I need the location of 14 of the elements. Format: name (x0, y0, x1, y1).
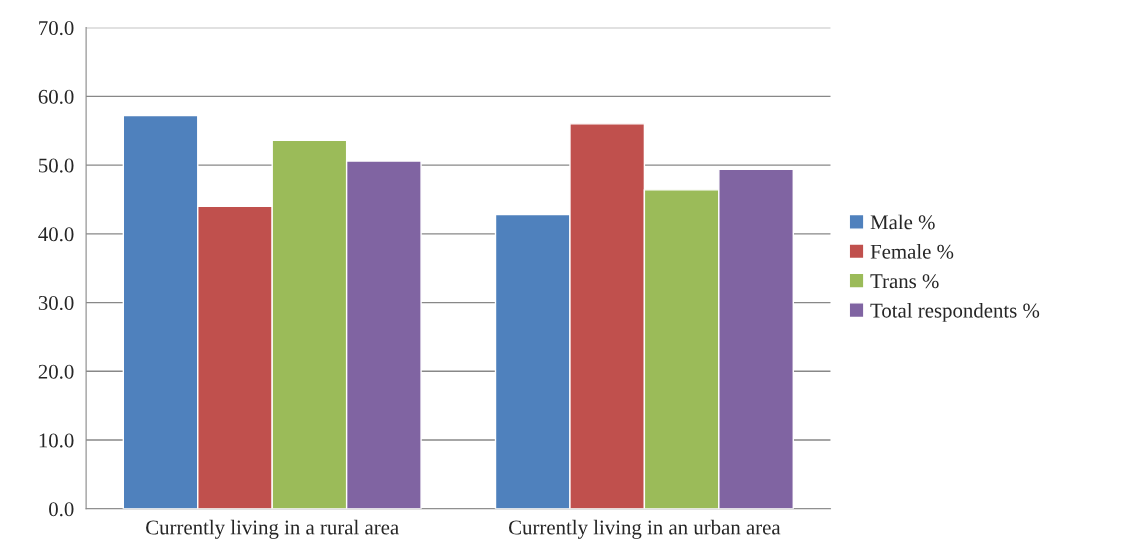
legend-label: Trans % (870, 274, 939, 289)
y-tick-label: 60.0 (38, 89, 74, 104)
y-tick-label: 30.0 (38, 295, 74, 311)
legend-label: Total respondents % (870, 302, 1040, 322)
y-tick-label: 50.0 (39, 158, 74, 173)
y-tick-label: 40.0 (38, 227, 74, 242)
legend-label: Female % (870, 244, 954, 259)
y-tick-label: 70.0 (39, 21, 74, 36)
x-tick-label: Currently living in a rural area (146, 519, 399, 539)
legend-label: Male % (870, 214, 935, 230)
x-tick-label: Currently living in an urban area (509, 519, 781, 539)
y-tick-label: 0.0 (49, 502, 74, 517)
y-tick-label: 10.0 (39, 433, 74, 448)
y-tick-label: 20.0 (38, 364, 74, 379)
